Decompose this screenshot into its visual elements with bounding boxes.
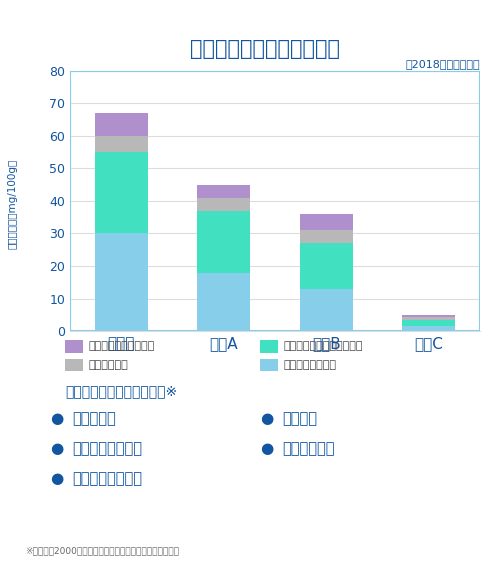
Bar: [94, 113, 148, 136]
Bar: [402, 315, 456, 317]
Text: 整腸作用　等: 整腸作用 等: [282, 441, 335, 456]
Text: ●: ●: [50, 471, 63, 486]
Text: カテキン類（mg/100g）: カテキン類（mg/100g）: [8, 158, 18, 249]
Bar: [300, 289, 353, 331]
Text: ●: ●: [260, 411, 273, 426]
Text: 血圧上昇抑制作用: 血圧上昇抑制作用: [72, 471, 142, 486]
Text: ※原征彦（2000）茶カテキン類の機能性とそれらの応用例: ※原征彦（2000）茶カテキン類の機能性とそれらの応用例: [25, 547, 179, 556]
Bar: [402, 326, 456, 331]
Text: エピカテキン: エピカテキン: [88, 360, 128, 370]
Text: 緑茶抽出液中のカテキン類: 緑茶抽出液中のカテキン類: [190, 40, 340, 59]
Text: 抗菌作用: 抗菌作用: [282, 411, 318, 426]
Text: ●: ●: [260, 441, 273, 456]
Bar: [402, 317, 456, 320]
Text: エピガロカテキンガレート: エピガロカテキンガレート: [284, 341, 363, 351]
Text: エピカテキンガレート: エピカテキンガレート: [88, 341, 155, 351]
Bar: [197, 273, 250, 331]
Text: 抗酸化作用: 抗酸化作用: [72, 411, 117, 426]
Text: 〈2018年当社調べ〉: 〈2018年当社調べ〉: [406, 59, 480, 70]
Bar: [197, 198, 250, 211]
Bar: [300, 230, 353, 243]
Bar: [94, 234, 148, 331]
Bar: [197, 211, 250, 273]
Bar: [197, 185, 250, 198]
Text: エピガロカテキン: エピガロカテキン: [284, 360, 337, 370]
Text: 血糖上昇抑制作用: 血糖上昇抑制作用: [72, 441, 142, 456]
Bar: [300, 243, 353, 289]
Text: ●: ●: [50, 441, 63, 456]
Bar: [300, 214, 353, 230]
Bar: [94, 136, 148, 152]
Text: 〈茶カテキン類の機能性〉※: 〈茶カテキン類の機能性〉※: [65, 385, 177, 398]
Bar: [402, 320, 456, 326]
Text: ●: ●: [50, 411, 63, 426]
Bar: [94, 152, 148, 234]
